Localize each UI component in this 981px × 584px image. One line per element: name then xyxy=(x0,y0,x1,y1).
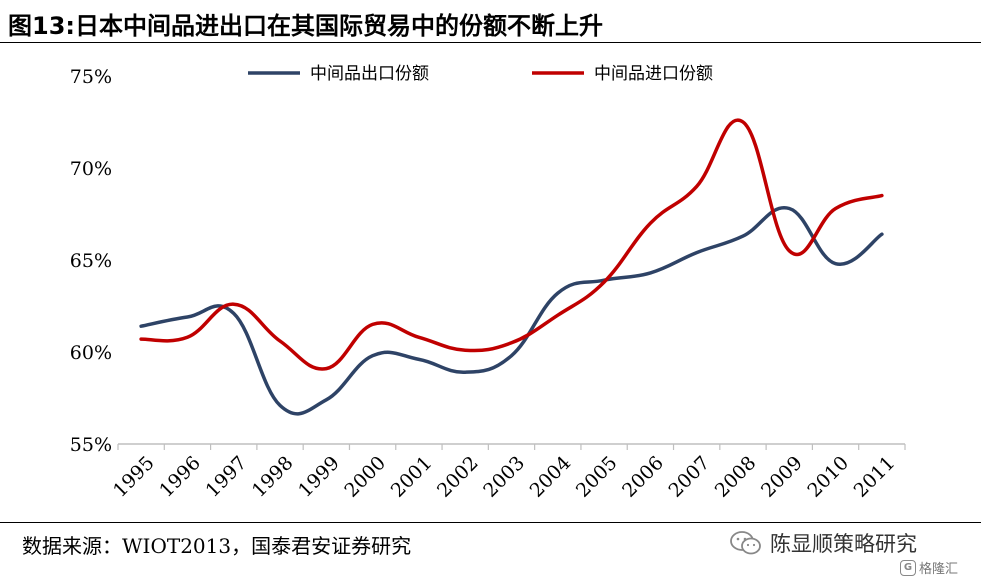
chart-series xyxy=(139,118,884,416)
y-tick-label: 55% xyxy=(70,434,112,456)
line-chart: 中间品出口份额 中间品进口份额 55%60%65%70%75% 199519961… xyxy=(70,64,906,502)
x-tick-label: 2004 xyxy=(526,452,576,502)
y-tick-label: 75% xyxy=(70,66,112,88)
badge-text: 格隆汇 xyxy=(919,562,959,577)
x-tick-label: 1998 xyxy=(248,452,298,502)
x-axis: 1995199619971998199920002001200220032004… xyxy=(109,443,906,502)
x-tick-label: 2002 xyxy=(433,452,483,502)
x-tick-label: 1997 xyxy=(202,452,252,502)
x-tick-label: 2008 xyxy=(711,452,761,502)
x-tick-label: 2005 xyxy=(572,452,622,502)
chart-legend: 中间品出口份额 中间品进口份额 xyxy=(248,64,713,84)
watermark-text: 陈显顺策略研究 xyxy=(770,532,917,556)
watermark: 陈显顺策略研究 xyxy=(728,528,917,558)
x-tick-label: 2006 xyxy=(618,452,668,502)
x-tick-label: 2001 xyxy=(387,452,437,502)
x-tick-label: 2000 xyxy=(340,452,390,502)
y-tick-label: 65% xyxy=(70,250,112,272)
x-tick-label: 2009 xyxy=(757,452,807,502)
x-tick-label: 2003 xyxy=(479,452,529,502)
legend-label-2: 中间品进口份额 xyxy=(594,64,713,84)
series-line-2 xyxy=(139,118,884,371)
wechat-icon xyxy=(730,531,761,555)
x-tick-label: 1995 xyxy=(109,452,159,502)
y-axis: 55% 60% 65% 70% 75% xyxy=(70,66,112,456)
source-note: 数据来源：WIOT2013，国泰君安证券研究 xyxy=(22,534,412,558)
title-rule xyxy=(0,42,981,43)
x-tick-label: 1996 xyxy=(155,452,205,502)
site-badge: G 格隆汇 xyxy=(900,558,958,577)
y-tick-label: 70% xyxy=(70,158,112,180)
x-tick-label: 1999 xyxy=(294,452,344,502)
series-line-1 xyxy=(139,205,884,416)
x-tick-label: 2010 xyxy=(803,452,853,502)
legend-label-1: 中间品出口份额 xyxy=(310,64,429,84)
x-tick-label: 2007 xyxy=(664,452,714,502)
x-tick-label: 2011 xyxy=(850,452,900,502)
source-rule xyxy=(0,522,981,523)
y-tick-label: 60% xyxy=(70,342,112,364)
figure-title: 图13:日本中间品进出口在其国际贸易中的份额不断上升 xyxy=(8,12,603,40)
gelonghui-logo-icon: G xyxy=(900,559,916,576)
